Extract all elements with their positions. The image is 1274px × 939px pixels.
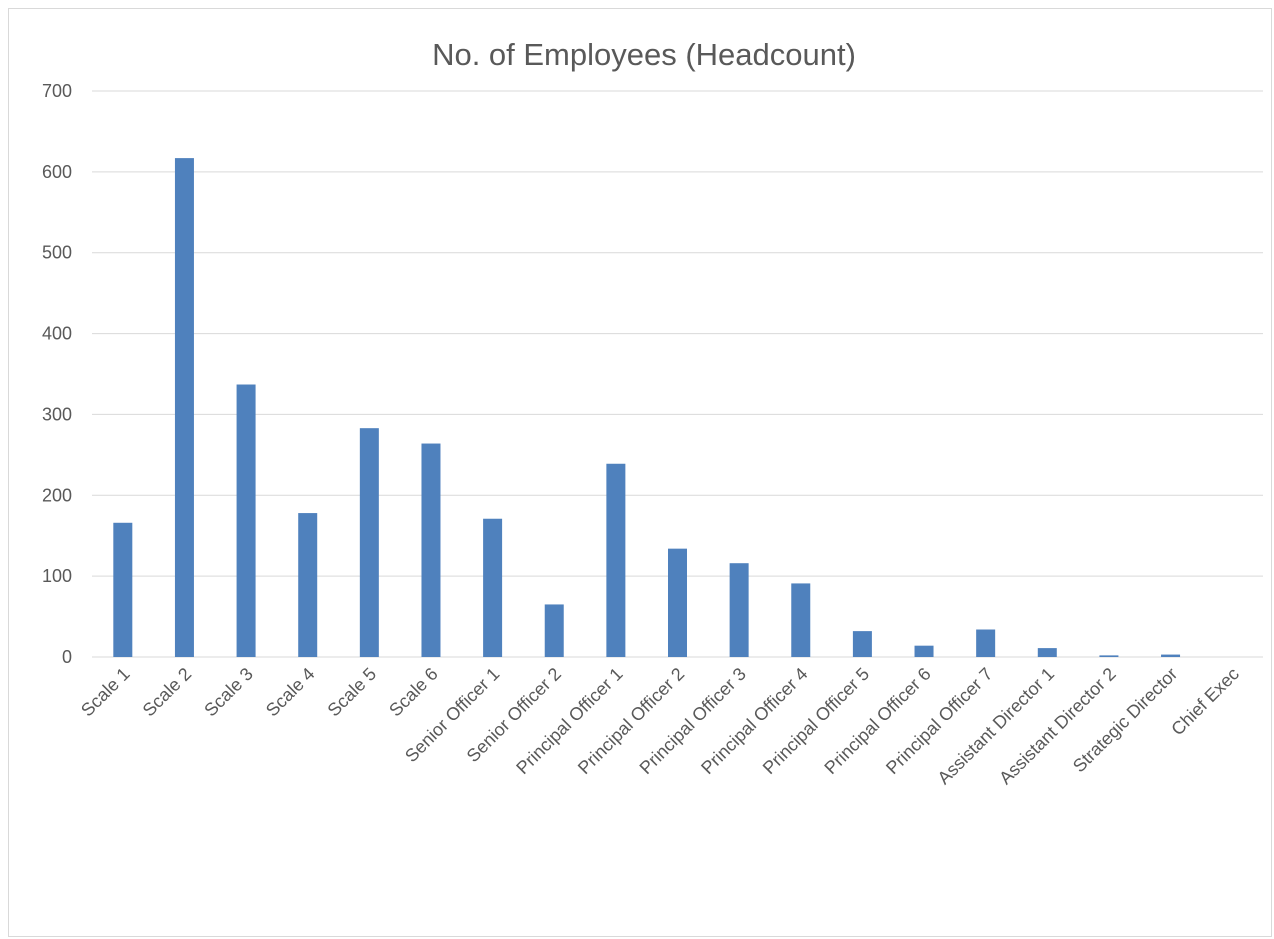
bar	[914, 645, 934, 657]
x-tick-label: Assistant Director 2	[995, 664, 1119, 788]
x-tick-label: Scale 2	[139, 664, 196, 721]
x-tick-label: Principal Officer 1	[512, 664, 626, 778]
y-tick-label: 0	[62, 647, 72, 667]
x-tick-label: Scale 6	[385, 664, 442, 721]
x-tick-label: Scale 4	[262, 664, 319, 721]
y-tick-label: 500	[42, 243, 72, 263]
bar	[976, 629, 996, 657]
x-tick-label: Scale 1	[77, 664, 134, 721]
bars	[113, 158, 1181, 657]
bar	[483, 518, 503, 657]
y-tick-label: 100	[42, 566, 72, 586]
x-tick-label: Principal Officer 4	[697, 664, 811, 778]
bar	[1161, 654, 1181, 657]
bar	[668, 548, 687, 657]
chart-title: No. of Employees (Headcount)	[432, 37, 856, 72]
bar	[113, 522, 133, 657]
y-tick-label: 700	[42, 81, 72, 101]
x-tick-label: Principal Officer 5	[759, 664, 873, 778]
bar	[791, 583, 811, 657]
x-tick-label: Principal Officer 3	[636, 664, 750, 778]
x-tick-label: Chief Exec	[1167, 664, 1243, 740]
y-tick-label: 400	[42, 324, 72, 344]
y-tick-label: 600	[42, 162, 72, 182]
bar	[1099, 655, 1119, 657]
gridlines	[92, 90, 1263, 658]
bar	[852, 631, 872, 657]
bar	[298, 513, 318, 657]
x-tick-label: Principal Officer 2	[574, 664, 688, 778]
bar	[236, 384, 256, 657]
y-tick-label: 200	[42, 485, 72, 505]
bar	[1037, 648, 1057, 657]
bar	[359, 428, 379, 657]
x-tick-label: Scale 5	[324, 664, 381, 721]
y-axis-ticks: 0 100 200 300 400 500 600 700	[42, 81, 72, 667]
x-axis-labels: Scale 1 Scale 2 Scale 3 Scale 4 Scale 5 Scale…	[77, 664, 1243, 788]
y-tick-label: 300	[42, 404, 72, 424]
x-tick-label: Principal Officer 6	[820, 664, 934, 778]
bar	[606, 463, 626, 657]
bar	[174, 158, 194, 657]
chart-frame	[8, 8, 1272, 937]
bar	[421, 443, 441, 657]
x-tick-label: Assistant Director 1	[934, 664, 1058, 788]
bar	[729, 563, 749, 657]
x-tick-label: Scale 3	[200, 664, 257, 721]
bar	[544, 604, 564, 657]
x-tick-label: Strategic Director	[1069, 664, 1181, 776]
x-tick-label: Principal Officer 7	[882, 664, 996, 778]
